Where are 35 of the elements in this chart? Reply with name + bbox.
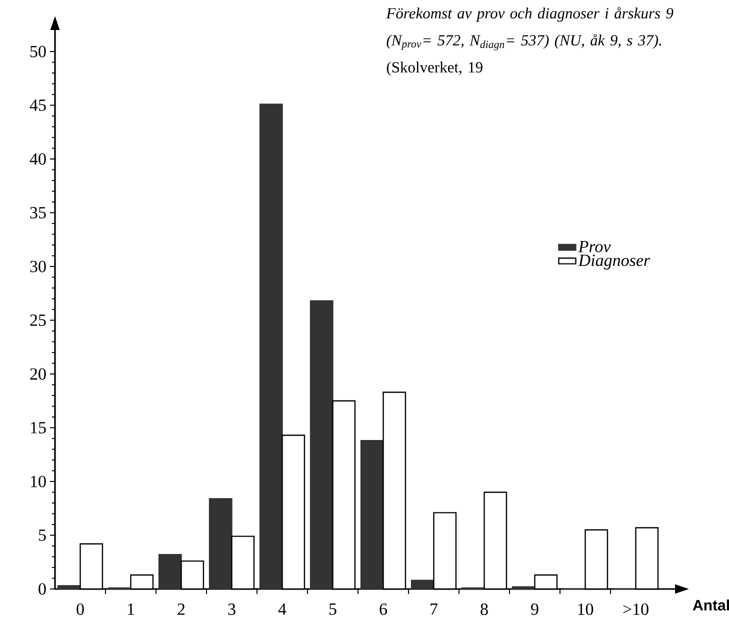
x-axis-title: Antal	[692, 599, 729, 611]
x-tick-label: 6	[380, 604, 388, 615]
y-tick-label: 10	[30, 476, 46, 488]
x-tick-label: 9	[531, 604, 538, 615]
x-tick-label: 10	[578, 604, 594, 615]
bar	[259, 104, 283, 590]
x-tick-label: 0	[76, 604, 84, 615]
y-tick-label: 50	[30, 46, 46, 58]
legend-label: Prov	[578, 241, 611, 252]
x-tick-label: 7	[430, 604, 438, 615]
legend-label: Diagnoser	[578, 254, 650, 270]
x-tick-label: 2	[178, 604, 185, 615]
bar	[158, 554, 182, 590]
x-tick-label: 1	[128, 604, 134, 615]
y-tick-label: 5	[38, 530, 46, 541]
y-tick-label: 45	[30, 100, 46, 111]
x-tick-label: 5	[329, 604, 336, 615]
y-tick-label: 25	[30, 314, 46, 326]
bar	[410, 580, 434, 590]
bar	[360, 440, 384, 590]
y-tick-label: 20	[30, 368, 46, 380]
x-tick-label: 3	[228, 604, 236, 615]
x-tick-label: >10	[623, 604, 648, 615]
x-tick-label: 8	[480, 604, 488, 615]
y-tick-label: 30	[30, 260, 46, 272]
y-tick-label: 35	[30, 207, 46, 218]
y-tick-label: 15	[30, 422, 46, 434]
chart-title: Förekomst av prov och diagnoser i årskurs 9 (N$_{prov}$= 572, N$_{diagn}$= 537) (NU, åk 9, s 37).	[386, 7, 674, 50]
bar	[310, 300, 334, 590]
y-tick-label: 40	[30, 153, 46, 165]
y-tick-label: 0	[38, 583, 46, 595]
x-tick-label: 4	[278, 604, 286, 615]
bar	[208, 498, 232, 590]
bar	[57, 585, 81, 590]
annotation: (Skolverket, 19	[386, 62, 482, 76]
